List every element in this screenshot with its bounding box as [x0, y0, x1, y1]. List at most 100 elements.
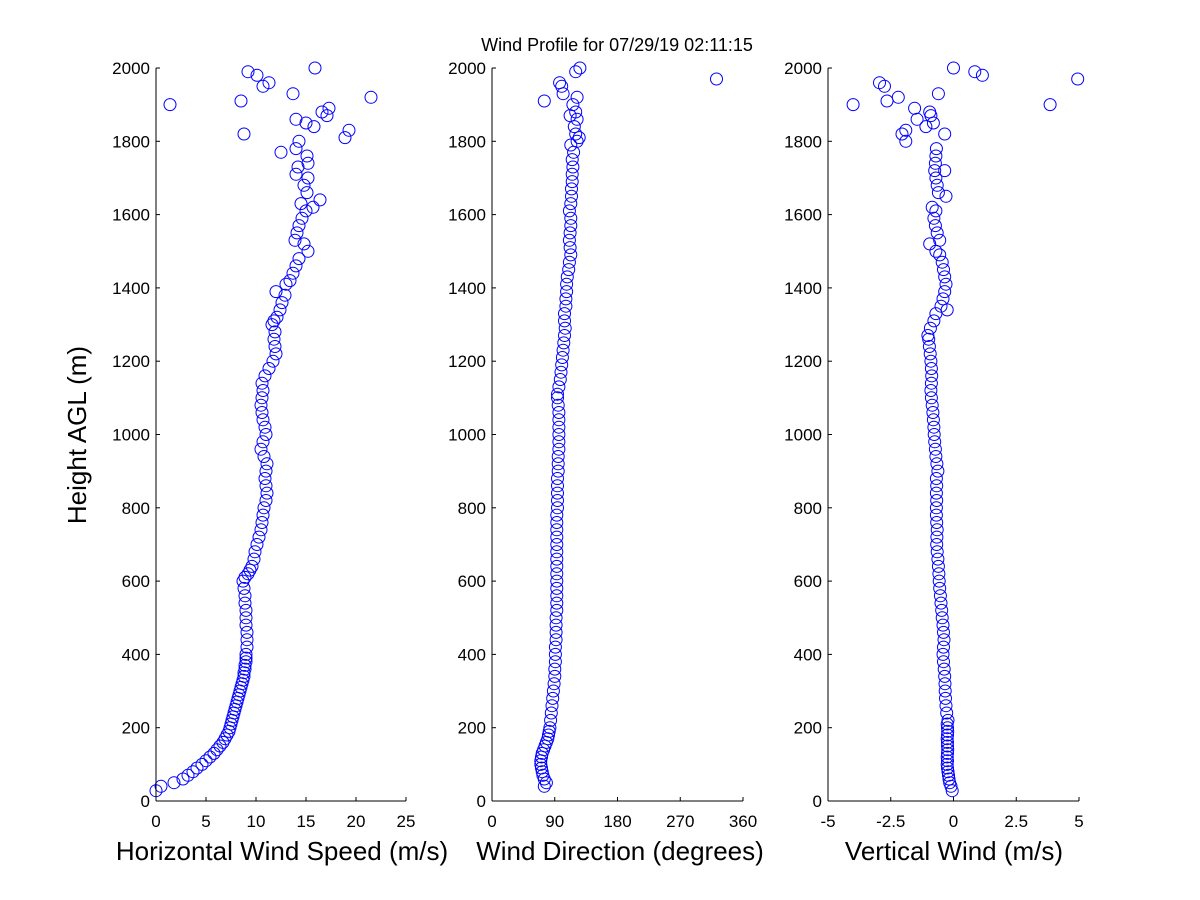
horizontal-wind-speed-data-point: [364, 90, 378, 104]
horizontal-wind-speed-data-point: [238, 596, 252, 610]
vertical-wind-data-point: [932, 567, 946, 581]
wind-direction-data-point: [570, 112, 584, 126]
horizontal-wind-speed-data-point: [292, 219, 306, 233]
vertical-wind-data-point: [947, 61, 960, 75]
wind-direction-data-point: [550, 516, 564, 529]
horizontal-wind-speed-data-point: [262, 362, 276, 375]
vertical-wind-markers: [846, 61, 1085, 798]
wind-direction-data-point: [565, 153, 579, 167]
vertical-wind-data-point: [923, 347, 937, 361]
wind-direction-data-point: [552, 380, 566, 394]
horizontal-wind-speed-data-point: [259, 428, 273, 441]
vertical-wind-data-point: [942, 772, 956, 786]
vertical-wind-data-point: [899, 123, 913, 137]
vertical-wind-data-point: [930, 178, 944, 192]
wind-direction-x-tick-label: 360: [729, 812, 757, 831]
wind-direction-data-point: [562, 204, 576, 218]
wind-direction-y-tick-label: 0: [477, 792, 486, 811]
wind-direction-data-point: [570, 134, 584, 148]
horizontal-wind-speed-data-point: [292, 134, 306, 148]
vertical-wind-data-point: [929, 486, 943, 500]
wind-direction-y-tick-label: 1200: [448, 352, 486, 371]
wind-direction-y-tick-label: 1000: [448, 426, 486, 445]
horizontal-wind-speed-data-point: [186, 765, 200, 779]
wind-direction-data-point: [548, 640, 562, 654]
wind-direction-data-point: [551, 494, 564, 507]
vertical-wind-data-point: [937, 655, 950, 669]
wind-direction-data-point: [556, 343, 570, 357]
wind-direction-data-point: [551, 391, 564, 405]
horizontal-wind-speed-x-tick-label: 20: [347, 812, 366, 831]
wind-direction-data-point: [550, 523, 564, 537]
wind-direction-data-point: [562, 263, 576, 277]
vertical-wind-data-point: [938, 677, 952, 691]
vertical-wind-data-point: [938, 684, 952, 698]
wind-direction-data-point: [562, 255, 576, 269]
vertical-wind-data-point: [935, 255, 949, 269]
horizontal-wind-speed-data-point: [239, 655, 253, 669]
wind-direction-x-axis-label: Wind Direction (degrees): [476, 836, 764, 866]
wind-direction-data-point: [550, 538, 564, 551]
wind-direction-data-point: [564, 219, 578, 233]
vertical-wind-data-point: [930, 538, 944, 551]
wind-direction-data-point: [564, 211, 578, 225]
vertical-wind-data-point: [939, 189, 953, 203]
vertical-wind-data-point: [930, 516, 944, 529]
horizontal-wind-speed-y-tick-label: 2000: [112, 59, 150, 78]
vertical-wind-data-point: [929, 501, 943, 515]
horizontal-wind-speed-data-point: [322, 101, 336, 115]
vertical-wind-data-point: [934, 596, 948, 610]
wind-direction-data-point: [562, 233, 576, 247]
horizontal-wind-speed-data-point: [275, 296, 289, 310]
wind-direction-data-point: [710, 72, 723, 86]
vertical-wind-data-point: [937, 625, 950, 639]
wind-direction-data-point: [537, 94, 551, 108]
vertical-wind-data-point: [931, 552, 945, 566]
wind-direction-x-tick-label: 180: [603, 812, 631, 831]
wind-direction-data-point: [570, 90, 584, 104]
vertical-wind-data-point: [968, 65, 982, 79]
wind-direction-data-point: [555, 358, 569, 372]
vertical-wind-data-point: [941, 743, 955, 757]
vertical-wind-data-point: [941, 728, 954, 742]
wind-direction-y-tick-label: 1600: [448, 206, 486, 225]
vertical-wind-data-point: [929, 204, 943, 218]
vertical-wind-y-tick-label: 1000: [784, 426, 822, 445]
wind-direction-data-point: [553, 373, 567, 386]
vertical-wind-data-point: [940, 303, 954, 317]
wind-direction-data-point: [551, 464, 565, 478]
wind-direction-data-point: [565, 189, 578, 203]
vertical-wind-data-point: [895, 127, 909, 141]
vertical-wind-data-point: [931, 186, 945, 200]
wind-direction-axes: 0 200 400 600 800 1000 1200 1400 1600 1800 2000 0 90…: [448, 59, 757, 831]
horizontal-wind-speed-y-tick-label: 1400: [112, 279, 150, 298]
vertical-wind-data-point: [934, 299, 948, 313]
wind-direction-data-point: [550, 552, 564, 566]
vertical-wind-data-point: [945, 784, 959, 798]
vertical-wind-data-point: [1043, 98, 1057, 112]
vertical-wind-data-point: [940, 732, 954, 746]
vertical-wind-data-point: [930, 479, 944, 493]
horizontal-wind-speed-data-point: [286, 87, 300, 101]
wind-direction-data-point: [553, 76, 567, 90]
horizontal-wind-speed-x-tick-label: 25: [397, 812, 416, 831]
vertical-wind-data-point: [942, 768, 955, 782]
wind-direction-data-point: [551, 472, 564, 485]
horizontal-wind-speed-data-point: [256, 413, 270, 427]
wind-direction-data-point: [548, 662, 562, 676]
horizontal-wind-speed-data-point: [301, 244, 315, 258]
horizontal-wind-speed-data-point: [199, 754, 213, 768]
vertical-wind-data-point: [923, 237, 937, 251]
horizontal-wind-speed-data-point: [299, 116, 313, 130]
wind-direction-data-point: [569, 65, 583, 79]
wind-direction-data-point: [569, 105, 583, 119]
horizontal-wind-speed-data-point: [294, 197, 308, 211]
horizontal-wind-speed-y-tick-label: 1800: [112, 132, 150, 151]
vertical-wind-data-point: [924, 384, 938, 397]
vertical-wind-data-point: [929, 450, 943, 463]
horizontal-wind-speed-data-point: [289, 167, 303, 181]
vertical-wind-data-point: [930, 545, 944, 559]
horizontal-wind-speed-y-tick-label: 200: [122, 719, 150, 738]
vertical-wind-data-point: [846, 98, 860, 112]
vertical-wind-data-point: [925, 398, 939, 412]
